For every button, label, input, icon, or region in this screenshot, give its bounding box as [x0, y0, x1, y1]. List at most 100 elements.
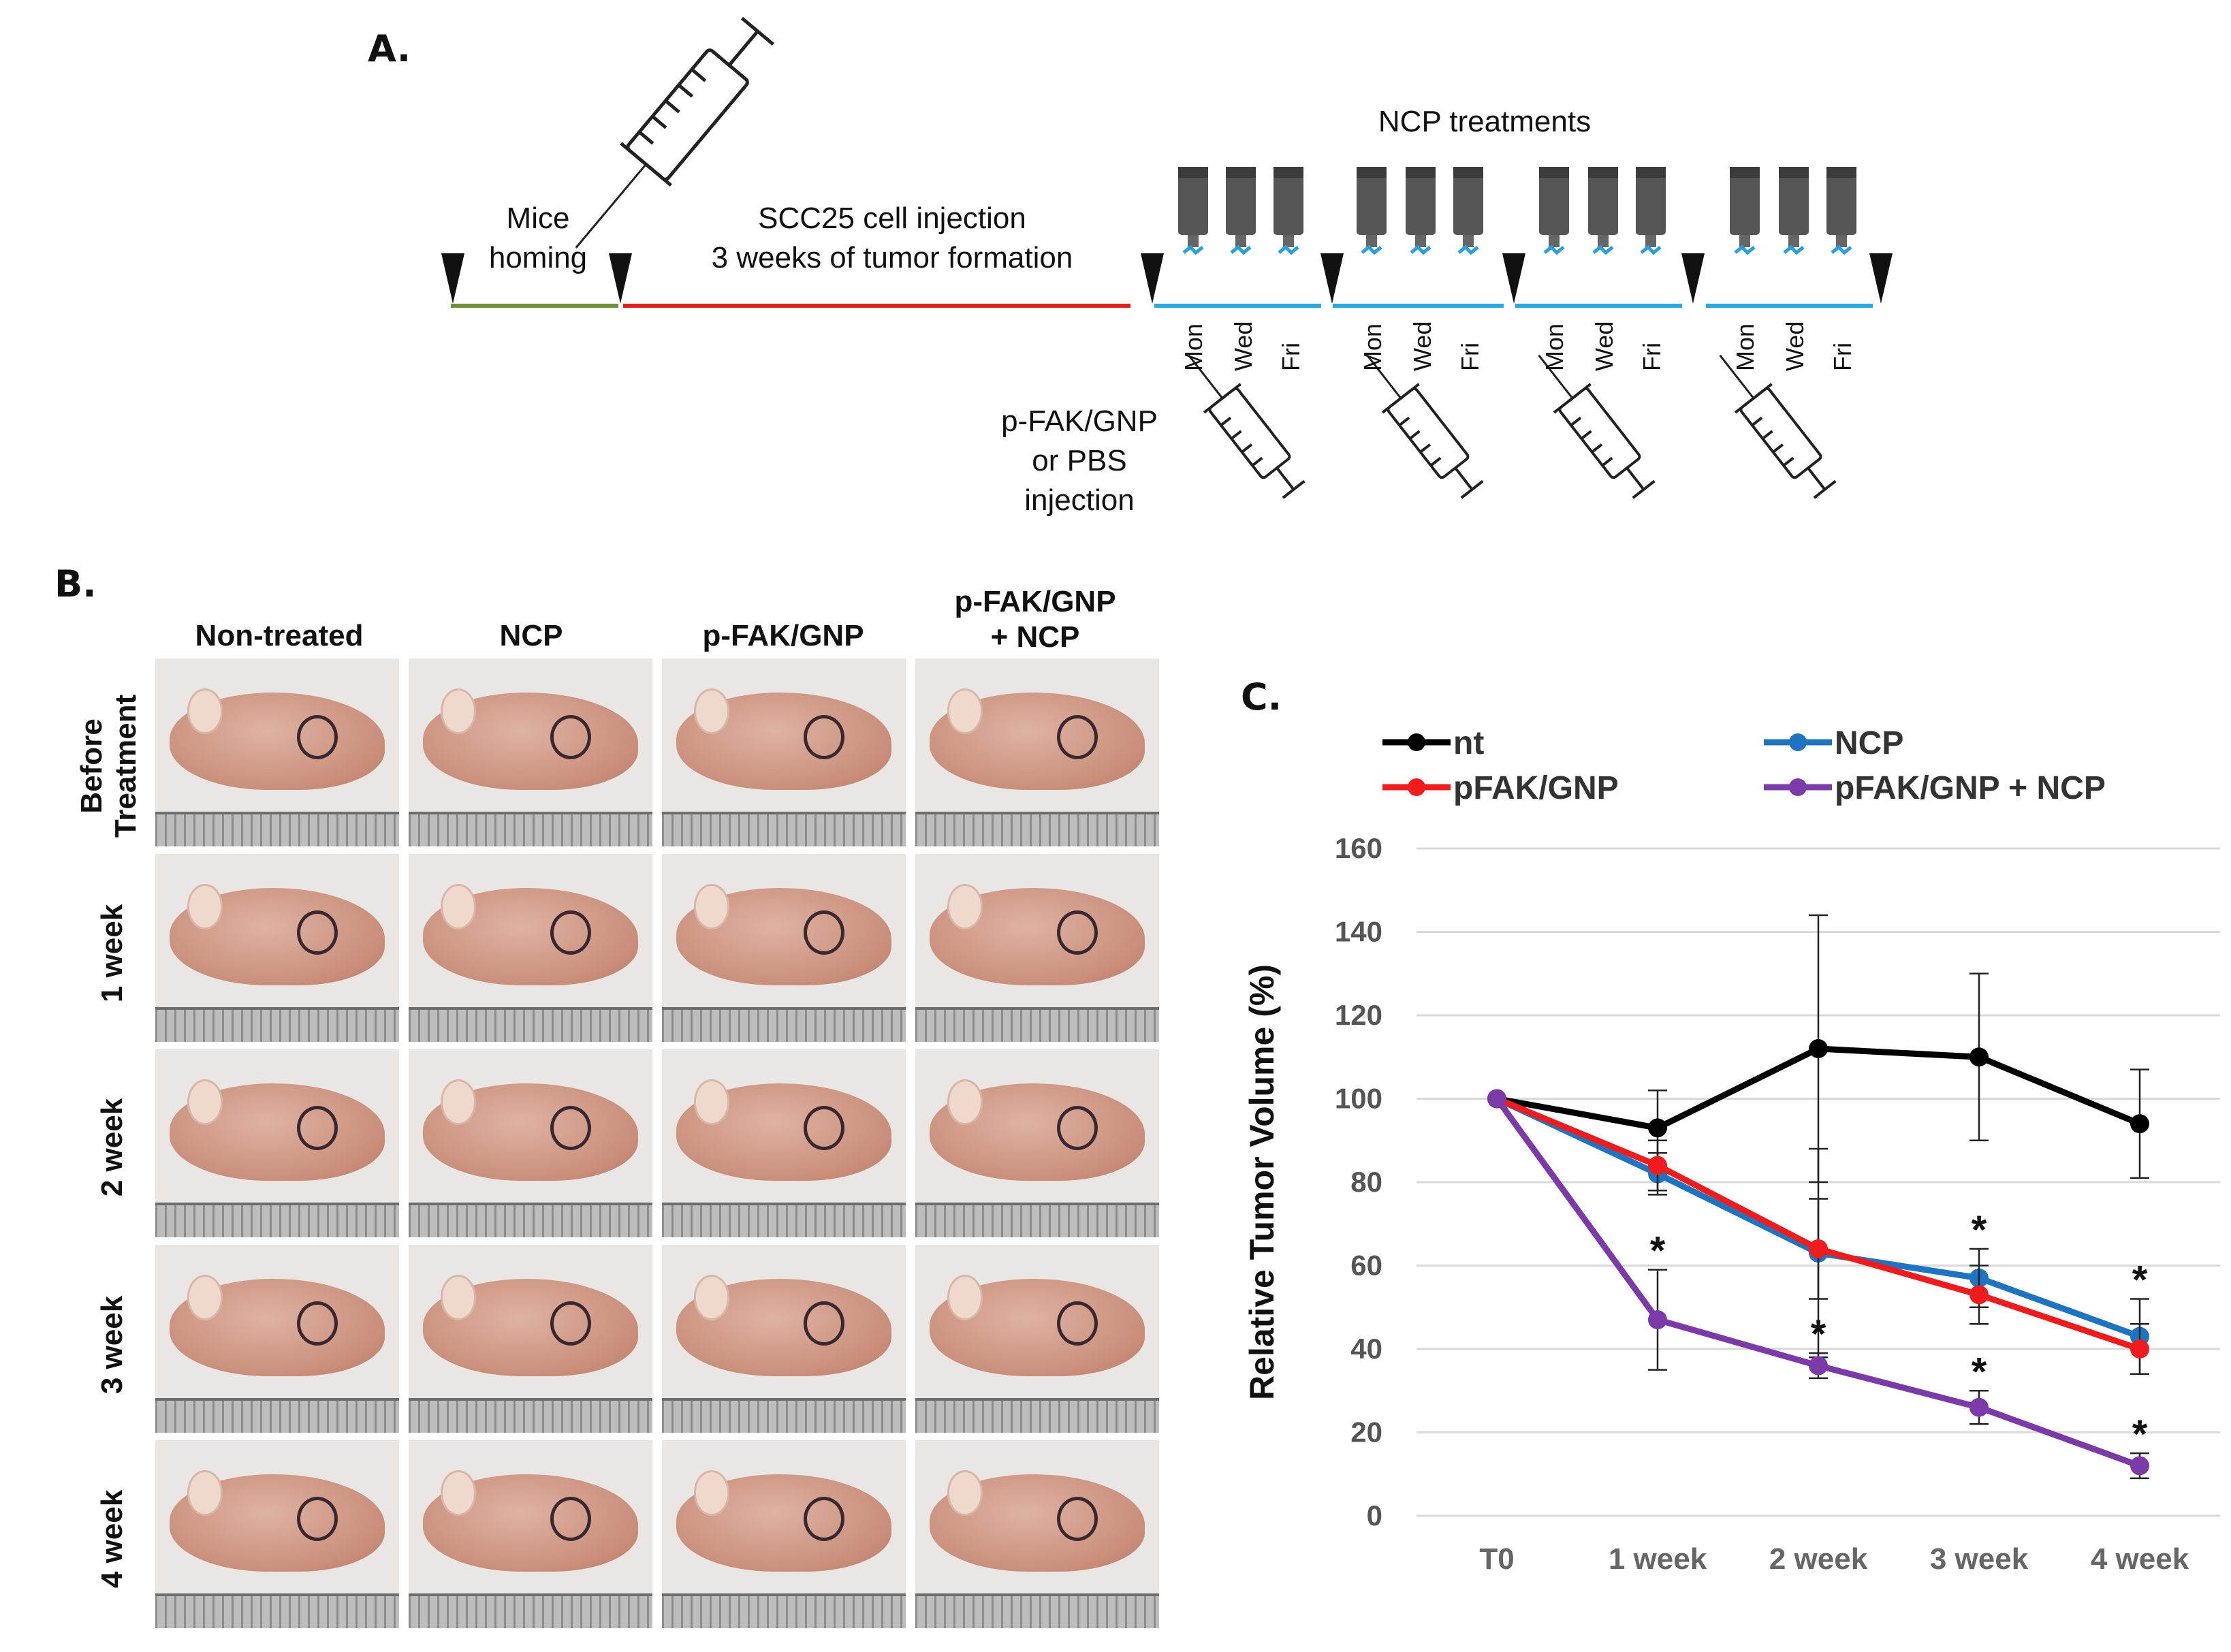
x-tick-label: 1 week: [1609, 1542, 1707, 1576]
data-point: [1648, 1118, 1667, 1138]
significance-marker: *: [1650, 1229, 1666, 1273]
mouse-photo: [155, 1049, 399, 1237]
row-header-4-week: 4 week: [95, 1489, 129, 1589]
y-tick-label: 100: [1335, 1083, 1382, 1115]
mouse-photo: [409, 854, 652, 1042]
small-syringe-icon: [1366, 354, 1484, 499]
small-syringe-icon: [1719, 354, 1837, 499]
legend-marker: [1789, 733, 1807, 751]
x-tick-label: 3 week: [1930, 1542, 2029, 1576]
row-header-before-treatment: Before Treatment: [75, 694, 142, 838]
ncp-device-group: [1539, 167, 1666, 255]
y-axis-label: Relative Tumor Volume (%): [1243, 964, 1281, 1400]
legend-marker: [1408, 778, 1425, 796]
syringe-icon: [575, 16, 775, 249]
mouse-photo: [155, 1440, 399, 1628]
data-point: [2130, 1339, 2149, 1359]
mouse-photo: [915, 1245, 1159, 1433]
tumor-volume-chart: 0 20 40 60 80 100 120 140 160 T0 1 week 2 week 3 wee…: [1243, 725, 2220, 1576]
mouse-photo: [155, 658, 399, 846]
data-point: [1809, 1356, 1828, 1376]
x-tick-label: 4 week: [2091, 1542, 2189, 1576]
mouse-photo: [915, 1440, 1159, 1628]
data-point: [1809, 1039, 1828, 1058]
injection-label: SCC25 cell injection 3 weeks of tumor fo…: [711, 202, 1073, 274]
ncp-device-group: [1730, 167, 1856, 255]
ncp-device-group: [1178, 167, 1303, 255]
schedule-diagram: [441, 16, 1893, 499]
ncp-device-icon: [1779, 167, 1809, 255]
ncp-device-icon: [1453, 167, 1483, 255]
significance-marker: *: [1972, 1350, 1987, 1394]
ncp-device-icon: [1226, 167, 1256, 255]
y-tick-label: 120: [1335, 999, 1382, 1031]
y-tick-label: 140: [1335, 916, 1382, 948]
day-label-wed: Wed: [1590, 321, 1618, 371]
legend-label: NCP: [1835, 725, 1903, 761]
mouse-photo: [915, 658, 1159, 846]
day-label-wed: Wed: [1408, 321, 1436, 371]
data-point: [2130, 1456, 2149, 1476]
column-header-pfak-gnp: p-FAK/GNP: [702, 619, 864, 652]
column-header-non-treated: Non-treated: [195, 619, 364, 652]
timepoint-marker: [441, 253, 464, 304]
significance-marker: *: [2132, 1412, 2148, 1457]
significance-marker: *: [2132, 1258, 2148, 1303]
data-point: [1809, 1239, 1828, 1258]
y-tick-label: 20: [1350, 1416, 1382, 1448]
mouse-photo: [662, 1245, 906, 1433]
panel-b-label: B.: [54, 562, 97, 605]
ncp-device-icon: [1730, 167, 1760, 255]
ncp-device-icon: [1636, 167, 1666, 255]
row-header-3-week: 3 week: [95, 1295, 129, 1395]
mouse-photo: [409, 1440, 652, 1628]
day-label-fri: Fri: [1829, 343, 1856, 371]
day-label-mon: Mon: [1180, 323, 1207, 371]
mouse-photo: [409, 1245, 652, 1433]
ncp-device-icon: [1273, 167, 1303, 255]
panel-a-label: A.: [368, 27, 411, 70]
ncp-device-icon: [1826, 167, 1856, 255]
y-tick-label: 40: [1350, 1333, 1382, 1365]
day-label-fri: Fri: [1277, 343, 1305, 371]
day-label-fri: Fri: [1638, 343, 1666, 371]
data-point: [2130, 1114, 2149, 1134]
mouse-photo: [662, 658, 906, 846]
data-point: [1487, 1089, 1506, 1109]
mouse-photo: [662, 1049, 906, 1237]
mouse-photo: [155, 1245, 399, 1433]
panel-c-label: C.: [1241, 676, 1282, 718]
timepoint-marker: [609, 253, 632, 304]
mouse-photo: [155, 854, 399, 1042]
data-point: [1969, 1397, 1989, 1417]
column-header-ncp: NCP: [499, 619, 563, 652]
day-label-mon: Mon: [1540, 323, 1568, 371]
ncp-device-group: [1357, 167, 1483, 255]
legend-label: pFAK/GNP + NCP: [1835, 770, 2106, 806]
homing-label: Mice homing: [488, 202, 588, 274]
day-label-fri: Fri: [1456, 343, 1484, 371]
legend-marker: [1789, 778, 1807, 796]
row-header-2-week: 2 week: [95, 1098, 129, 1197]
ncp-device-icon: [1406, 167, 1436, 255]
ncp-device-icon: [1588, 167, 1618, 255]
mouse-photo: [409, 1049, 652, 1237]
legend-label: pFAK/GNP: [1453, 770, 1619, 806]
y-tick-label: 60: [1350, 1250, 1382, 1282]
small-syringe-icon: [1538, 354, 1656, 499]
x-tick-label: T0: [1479, 1542, 1514, 1576]
day-label-wed: Wed: [1781, 321, 1809, 371]
data-point: [1969, 1285, 1989, 1305]
significance-marker: *: [1972, 1208, 1987, 1252]
ncp-device-icon: [1178, 167, 1208, 255]
ncp-device-icon: [1357, 167, 1387, 255]
pfak-injection-label: p-FAK/GNP or PBS injection: [1001, 404, 1158, 517]
y-tick-label: 80: [1350, 1166, 1382, 1198]
mouse-photo: [409, 658, 652, 846]
timepoint-marker: [1869, 253, 1893, 304]
mouse-photo: [915, 854, 1159, 1042]
legend-marker: [1408, 733, 1425, 751]
legend-label: nt: [1453, 725, 1484, 761]
mouse-photo: [662, 854, 906, 1042]
data-point: [1648, 1156, 1667, 1175]
